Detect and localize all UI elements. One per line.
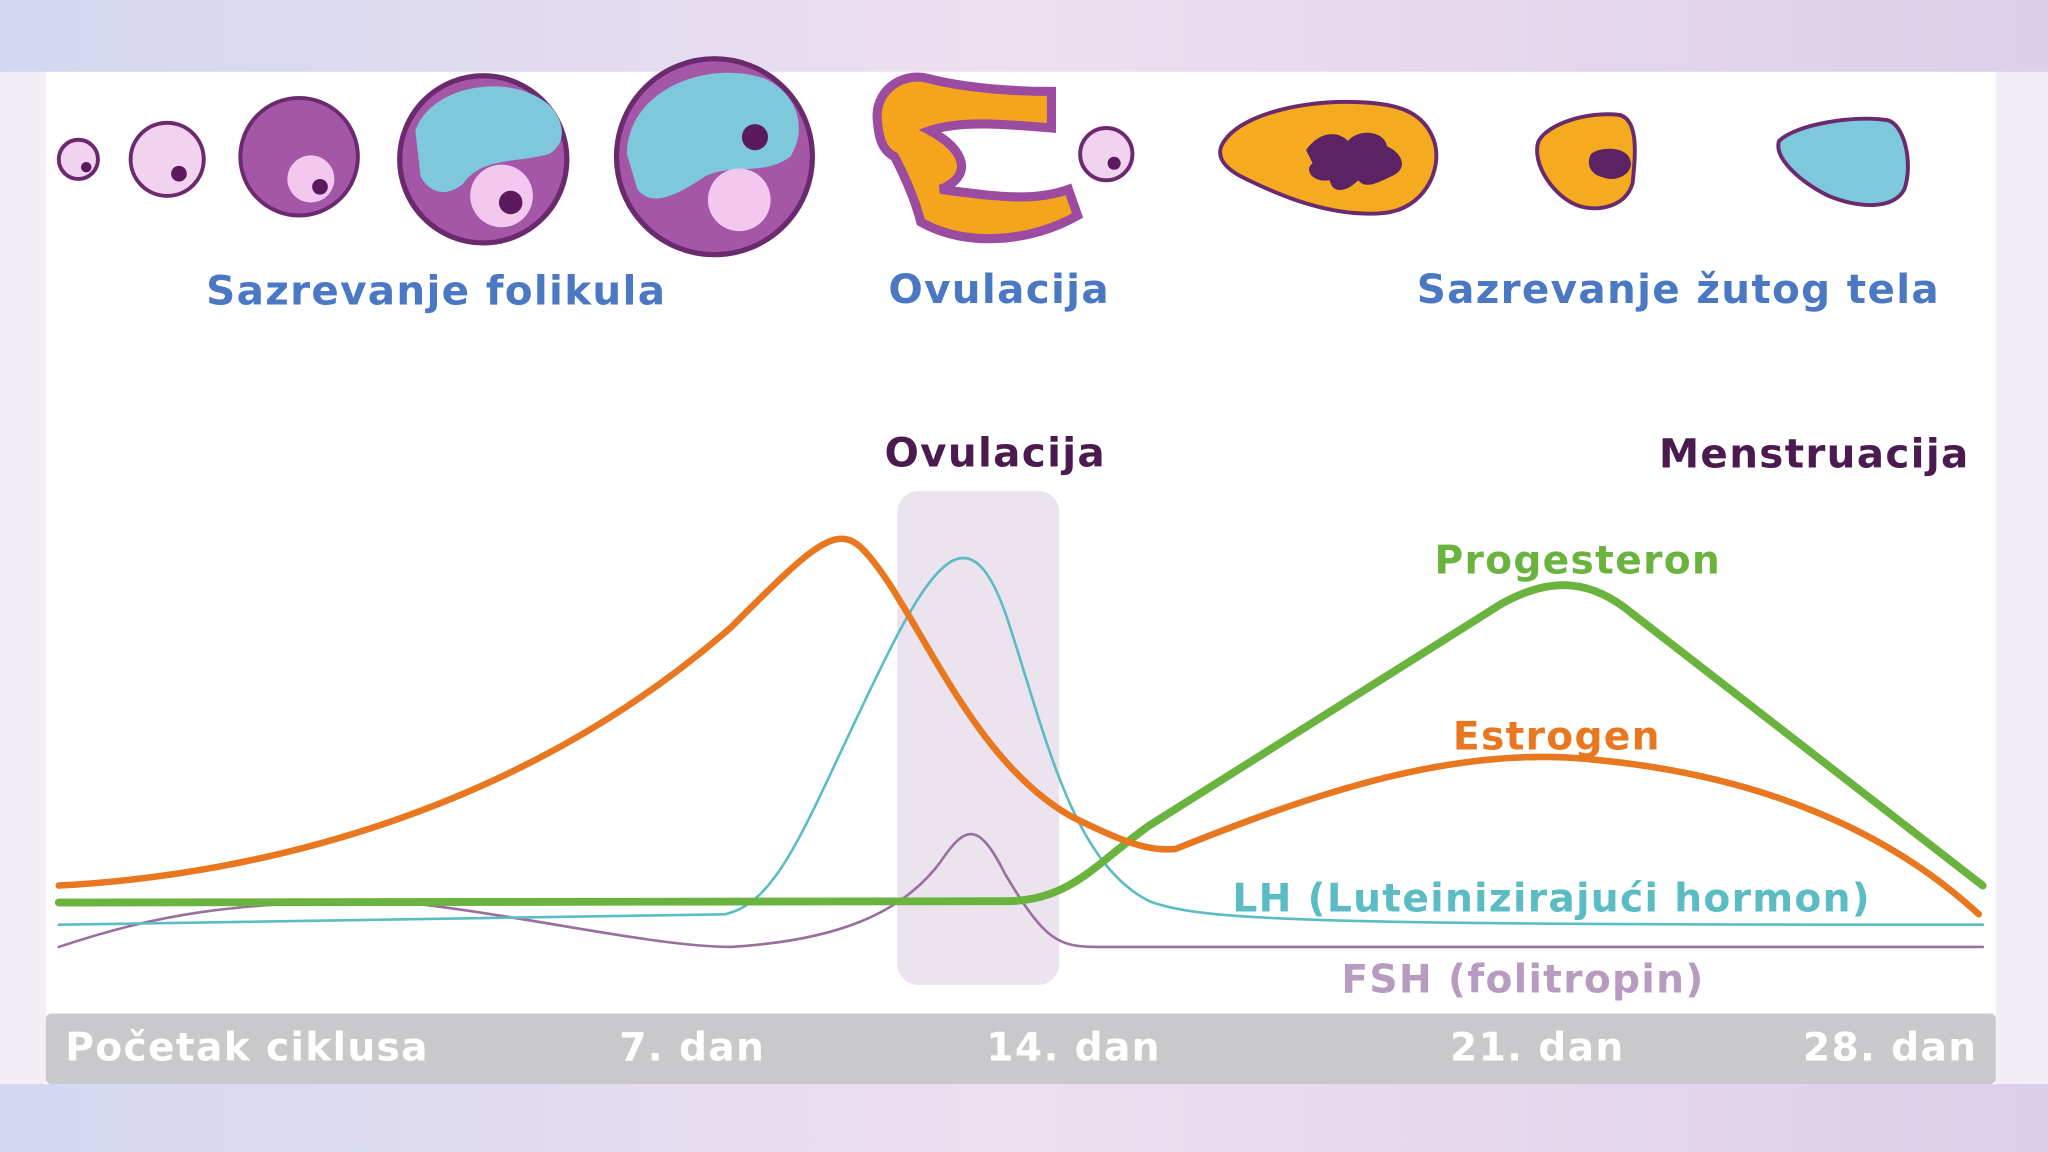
oocyte <box>498 190 523 215</box>
progesterone-curve <box>54 581 1987 907</box>
bottom-border <box>0 1084 2048 1152</box>
timeline-label: 14. dan <box>986 1026 1161 1071</box>
corpus-luteum <box>1535 112 1637 211</box>
oocyte <box>312 178 328 195</box>
ruptured-follicle <box>872 72 1084 244</box>
corpus-albicans <box>1776 116 1910 207</box>
phase-label: Sazrevanje folikula <box>206 266 666 314</box>
oocyte <box>741 124 768 151</box>
released-oocyte <box>1078 126 1135 183</box>
luteal-core <box>1588 148 1631 180</box>
cumulus <box>707 168 771 232</box>
hormone-label: Progesteron <box>1434 538 1721 583</box>
antrum <box>626 72 799 199</box>
lh-curve <box>57 556 1984 927</box>
hormone-label: LH (Luteinizirajući hormon) <box>1232 877 1871 922</box>
luteal-core <box>1306 132 1402 191</box>
oocyte <box>171 165 187 182</box>
follicle <box>128 120 206 198</box>
hormone-label: FSH (folitropin) <box>1341 958 1704 1003</box>
timeline-bar <box>45 1013 1996 1085</box>
timeline-label: 7. dan <box>619 1026 765 1071</box>
timeline-label: 28. dan <box>1803 1026 1978 1071</box>
timeline-label: 21. dan <box>1450 1026 1625 1071</box>
phase-label: Ovulacija <box>888 265 1110 313</box>
phase-label: Sazrevanje žutog tela <box>1417 265 1940 313</box>
follicles <box>56 56 1910 258</box>
antrum <box>415 86 562 192</box>
cumulus <box>287 155 335 203</box>
ovulation-band <box>897 491 1060 985</box>
estrogen-curve <box>55 535 1983 918</box>
hormone-label: Estrogen <box>1453 715 1661 760</box>
event-label: Menstruacija <box>1659 430 1970 478</box>
top-border <box>0 0 2048 72</box>
timeline-label: Početak ciklusa <box>65 1026 429 1071</box>
event-label: Ovulacija <box>884 428 1106 476</box>
follicle <box>56 137 100 181</box>
oocyte <box>1107 156 1121 170</box>
oocyte <box>80 161 92 173</box>
